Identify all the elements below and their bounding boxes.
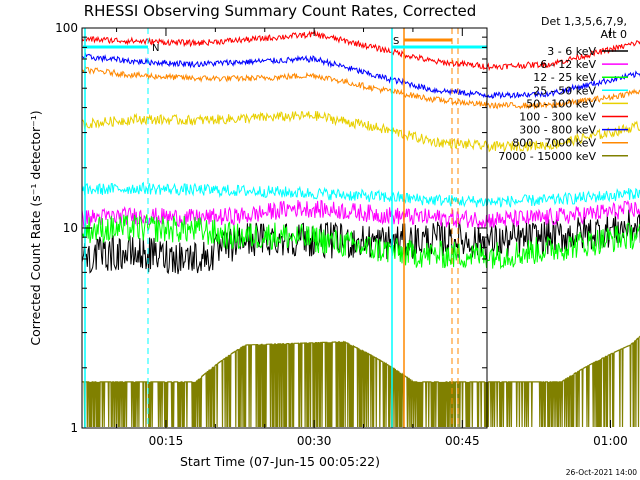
x-tick-label: 00:45 <box>445 434 480 448</box>
chart-title: RHESSI Observing Summary Count Rates, Co… <box>84 2 477 20</box>
legend-label: 100 - 300 keV <box>519 111 596 124</box>
series-line-6-12-kev <box>81 199 640 229</box>
legend-label: 800 - 7000 keV <box>512 137 596 150</box>
legend-label: 7000 - 15000 keV <box>498 150 596 163</box>
legend-label: 3 - 6 keV <box>547 45 596 58</box>
x-tick-label: 01:00 <box>593 434 628 448</box>
plot-timestamp: 26-Oct-2021 14:00 <box>566 468 637 477</box>
saa-marker-label: S <box>393 36 399 47</box>
legend-label: 25 - 50 keV <box>533 84 596 97</box>
series-line-800-7000-kev <box>81 66 640 110</box>
series-line-25-50-kev <box>81 181 640 208</box>
y-tick-label: 10 <box>63 221 78 235</box>
series-line-50-100-kev <box>81 111 640 153</box>
y-axis-label: Corrected Count Rate (s⁻¹ detector⁻¹) <box>28 110 43 345</box>
series-line-12-25-kev <box>81 214 640 270</box>
y-tick-label: 100 <box>55 21 78 35</box>
attenuator-decimation-overlays: NS <box>83 28 487 428</box>
night-marker-label: N <box>152 43 159 54</box>
x-axis-label: Start Time (07-Jun-15 00:05:22) <box>180 454 380 469</box>
axis-ticks: 00:1500:3000:4501:0001:1501:3001:4511010… <box>55 21 628 448</box>
legend-label: 6 - 12 keV <box>540 58 596 71</box>
series-line-7000-15000-kev <box>82 335 640 428</box>
legend-label: 12 - 25 keV <box>533 71 596 84</box>
data-traces <box>81 29 640 428</box>
x-tick-label: 00:15 <box>149 434 184 448</box>
series-line-100-300-kev <box>81 29 640 72</box>
legend-label: 300 - 800 keV <box>519 124 596 137</box>
x-tick-label: 00:30 <box>297 434 332 448</box>
legend-label: 50 - 100 keV <box>526 97 596 110</box>
series-line-300-800-kev <box>81 52 640 100</box>
series-line-3-6-kev <box>81 209 640 275</box>
y-tick-label: 1 <box>70 421 78 435</box>
legend-header-attenuator: Att 0 <box>601 28 627 41</box>
legend-header-detectors: Det 1,3,5,6,7,9, <box>541 15 627 28</box>
